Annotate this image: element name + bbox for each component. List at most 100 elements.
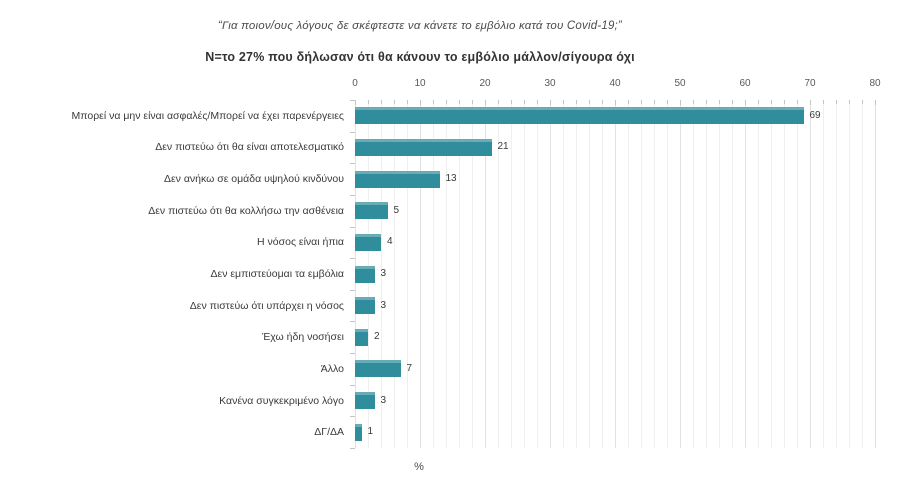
bar	[355, 297, 375, 315]
gridline-minor	[394, 100, 395, 448]
category-axis-tick	[350, 289, 355, 291]
gridline-minor	[602, 100, 603, 448]
bar	[355, 170, 440, 188]
x-axis-tick	[550, 100, 551, 105]
gridline-major	[550, 100, 551, 448]
x-axis-tick	[576, 100, 577, 104]
bar	[355, 138, 492, 156]
x-tick-label: 0	[352, 78, 358, 89]
x-axis-tick	[394, 100, 395, 104]
x-axis-tick	[784, 100, 785, 104]
x-axis-tick	[641, 100, 642, 104]
bar-value-label: 7	[406, 362, 413, 374]
x-tick-label: 50	[674, 78, 686, 89]
x-axis-tick	[836, 100, 837, 104]
gridline-minor	[446, 100, 447, 448]
category-label: ΔΓ/ΔΑ	[314, 426, 344, 439]
category-axis-tick	[350, 321, 355, 323]
x-axis-tick	[446, 100, 447, 104]
gridline-minor	[706, 100, 707, 448]
x-axis-tick	[433, 100, 434, 104]
gridline-major	[615, 100, 616, 448]
x-axis-tick	[797, 100, 798, 104]
x-axis-title: %	[414, 461, 424, 473]
bar-value-label: 5	[393, 204, 400, 216]
category-axis-tick	[350, 448, 355, 449]
category-label: Έχω ήδη νοσήσει	[262, 331, 344, 344]
gridline-minor	[537, 100, 538, 448]
category-label: Κανένα συγκεκριμένο λόγο	[219, 394, 344, 407]
x-axis-tick	[381, 100, 382, 104]
gridline-major	[420, 100, 421, 448]
gridline-minor	[498, 100, 499, 448]
gridline-minor	[771, 100, 772, 448]
bar	[355, 423, 362, 441]
gridline-minor	[862, 100, 863, 448]
gridline-minor	[589, 100, 590, 448]
gridline-minor	[576, 100, 577, 448]
category-label: Δεν πιστεύω ότι θα είναι αποτελεσματικό	[155, 141, 344, 154]
category-axis-tick	[350, 194, 355, 196]
gridline-minor	[407, 100, 408, 448]
gridline-minor	[667, 100, 668, 448]
x-axis-tick	[823, 100, 824, 104]
x-axis-tick	[615, 100, 616, 105]
x-axis-tick	[485, 100, 486, 105]
chart-title: “Για ποιον/ους λόγους δε σκέφτεστε να κά…	[218, 20, 622, 32]
category-label: Δεν εμπιστεύομαι τα εμβόλια	[210, 268, 344, 280]
category-axis-tick	[350, 131, 355, 133]
gridline-minor	[758, 100, 759, 448]
category-label: Δεν ανήκω σε ομάδα υψηλού κινδύνου	[163, 173, 344, 186]
gridline-minor	[719, 100, 720, 448]
bar-value-label: 1	[367, 426, 374, 438]
x-tick-label: 10	[414, 78, 426, 89]
category-axis-tick	[350, 384, 355, 386]
category-label: Η νόσος είναι ήπια	[257, 236, 344, 249]
x-axis-tick	[472, 100, 473, 104]
bar-value-label: 3	[380, 299, 387, 311]
x-axis-tick	[719, 100, 720, 104]
gridline-minor	[381, 100, 382, 448]
x-axis-tick	[745, 100, 746, 105]
x-axis-tick	[693, 100, 694, 104]
x-axis-tick	[511, 100, 512, 104]
x-axis-tick	[875, 100, 876, 105]
gridline-minor	[849, 100, 850, 448]
gridline-major	[810, 100, 811, 448]
bar-value-label: 69	[809, 109, 821, 121]
gridline-minor	[433, 100, 434, 448]
x-axis-tick	[706, 100, 707, 104]
category-axis-tick	[350, 353, 355, 355]
bar	[355, 107, 804, 125]
x-axis-tick	[667, 100, 668, 104]
gridline-major	[485, 100, 486, 448]
gridline-minor	[823, 100, 824, 448]
x-axis-tick	[602, 100, 603, 104]
gridline-major	[875, 100, 876, 448]
x-axis-tick	[420, 100, 421, 105]
bar-value-label: 4	[387, 236, 393, 248]
gridline-minor	[472, 100, 473, 448]
x-tick-label: 40	[609, 78, 621, 89]
x-axis-tick	[628, 100, 629, 104]
bar	[355, 328, 368, 346]
category-axis-tick	[350, 416, 355, 418]
gridline-major	[680, 100, 681, 448]
bar-value-label: 13	[445, 173, 457, 185]
gridline-minor	[563, 100, 564, 448]
gridline-minor	[459, 100, 460, 448]
gridline-minor	[693, 100, 694, 448]
category-label: Δεν πιστεύω ότι υπάρχει η νόσος	[189, 299, 344, 312]
bar-value-label: 3	[380, 268, 387, 279]
x-axis-tick	[459, 100, 460, 104]
x-axis-tick	[758, 100, 759, 104]
x-axis-tick	[771, 100, 772, 104]
x-axis-tick	[368, 100, 369, 104]
gridline-minor	[784, 100, 785, 448]
category-label: Δεν πιστεύω ότι θα κολλήσω την ασθένεια	[148, 204, 344, 217]
x-tick-label: 30	[544, 78, 556, 89]
x-tick-label: 70	[804, 78, 816, 89]
bar-value-label: 3	[380, 394, 387, 406]
bar	[355, 233, 381, 251]
x-tick-label: 80	[869, 78, 881, 89]
